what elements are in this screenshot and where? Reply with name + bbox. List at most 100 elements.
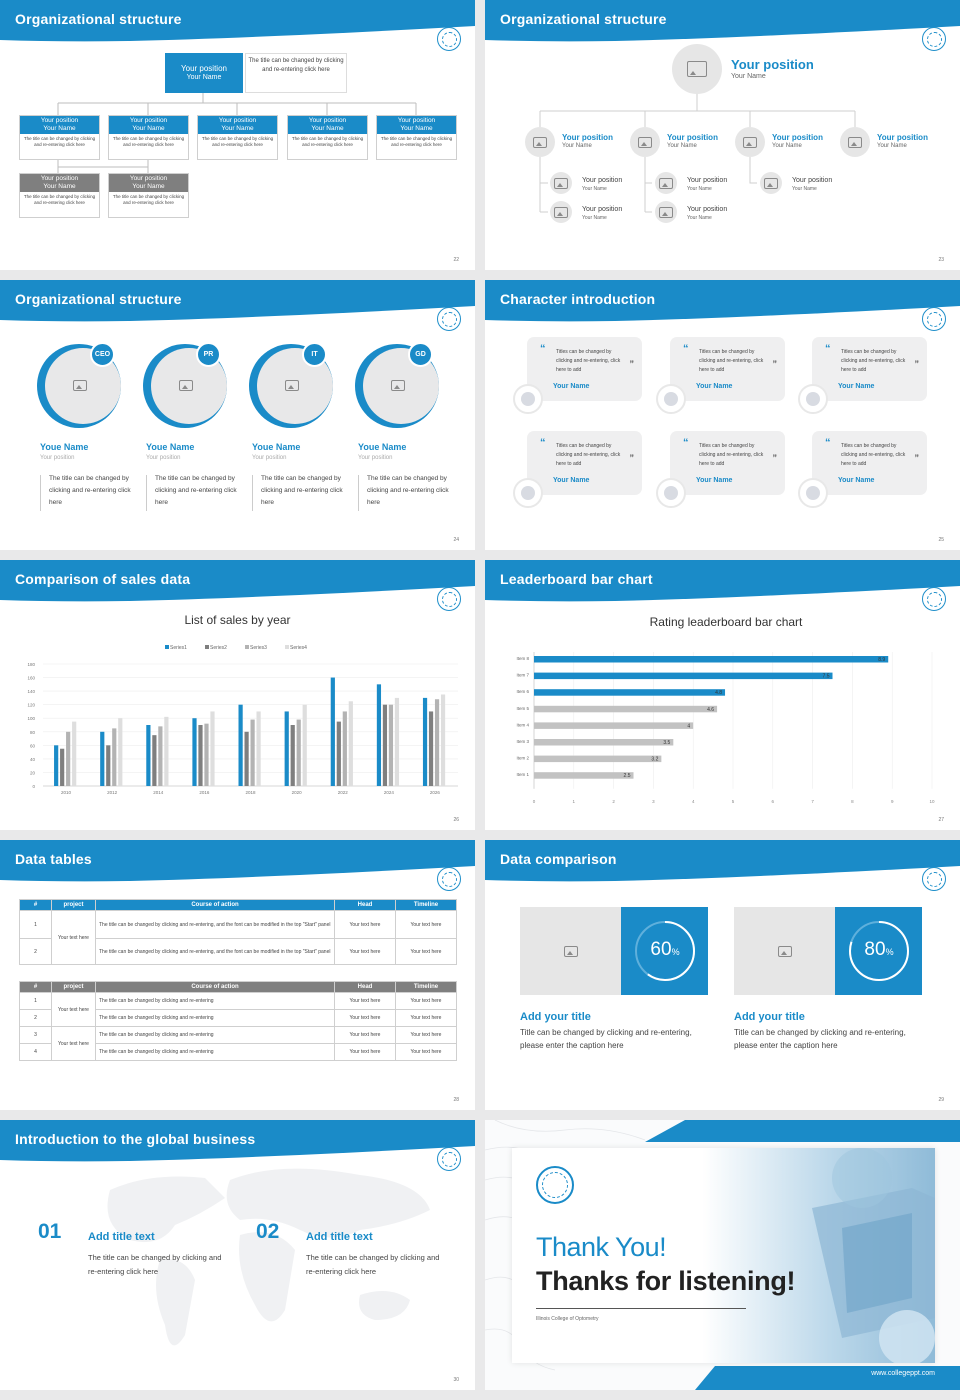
row-num: 1	[19, 992, 52, 1010]
bar	[112, 728, 117, 786]
org-top-box[interactable]: Your position Your Name	[165, 53, 243, 93]
position: Your position	[129, 175, 168, 182]
org-box[interactable]: Your position Your Name The title can be c…	[19, 173, 100, 218]
org-box[interactable]: Your position Your Name The title can be c…	[19, 115, 100, 160]
item-text: The title can be changed by clicking and…	[306, 1253, 440, 1276]
bar	[210, 711, 215, 786]
legend-label: Series4	[290, 645, 307, 651]
stat-unit: %	[671, 947, 680, 957]
person-name: Youe Name	[358, 442, 407, 452]
bar	[440, 694, 446, 786]
image-placeholder-icon[interactable]	[171, 370, 201, 400]
position: Your position	[397, 117, 436, 124]
top-name: Your Name	[186, 74, 222, 81]
quote-card[interactable]: “ ” Titles can be changed by clicking and …	[812, 431, 927, 495]
data-label: 2.5	[624, 773, 631, 779]
y-tick-label: Item 5	[516, 706, 529, 711]
legend-swatch	[205, 645, 209, 649]
website-url[interactable]: www.collegeppt.com	[871, 1370, 935, 1377]
slide-23[interactable]: Organizational structure Your position Y…	[485, 0, 960, 270]
position: Your position	[582, 177, 623, 184]
name: Your Name	[687, 186, 712, 192]
quote-card[interactable]: “ ” Titles can be changed by clicking and …	[527, 337, 642, 401]
slide-26[interactable]: Comparison of sales data List of sales b…	[0, 560, 475, 830]
bar	[428, 711, 434, 786]
action-cell: The title can be changed by clicking and…	[95, 910, 335, 939]
name: Your Name	[400, 125, 433, 132]
name: Your Name	[562, 143, 592, 149]
y-tick-label: Item 8	[516, 656, 529, 661]
image-placeholder-icon[interactable]	[630, 127, 660, 157]
x-tick-label: 2014	[153, 790, 164, 795]
image-placeholder-icon[interactable]	[277, 370, 307, 400]
slide-30[interactable]: Introduction to the global business 01 Ad…	[0, 1120, 475, 1390]
quote-card[interactable]: “ ” Titles can be changed by clicking and …	[670, 431, 785, 495]
data-table-2: # project Course of action Head Timeline…	[19, 981, 457, 1061]
image-placeholder-icon[interactable]	[65, 370, 95, 400]
image-placeholder-icon[interactable]	[770, 936, 800, 966]
head-cell: Your text here	[334, 1043, 396, 1061]
image-placeholder-icon[interactable]	[760, 172, 782, 194]
item-title: Add title text	[88, 1231, 155, 1243]
quote-card[interactable]: “ ” Titles can be changed by clicking and …	[670, 337, 785, 401]
data-label: 4	[687, 723, 690, 729]
image-placeholder-icon[interactable]	[655, 201, 677, 223]
bar	[302, 704, 307, 786]
org-box[interactable]: Your position Your Name The title can be c…	[287, 115, 368, 160]
slide-29[interactable]: Data comparison 60% Add your title Title c…	[485, 840, 960, 1110]
divider	[146, 475, 147, 511]
position: Your position	[792, 177, 833, 184]
slide-title: Leaderboard bar chart	[500, 571, 653, 587]
world-map-graphic	[107, 1168, 430, 1346]
progress-ring	[635, 921, 695, 981]
item-number: 01	[38, 1220, 62, 1243]
col-header: Course of action	[95, 981, 335, 993]
image-placeholder-icon[interactable]	[383, 370, 413, 400]
college-seal-icon	[922, 27, 946, 51]
image-placeholder-icon[interactable]	[550, 172, 572, 194]
col-header: #	[19, 899, 52, 911]
image-placeholder-icon[interactable]	[840, 127, 870, 157]
row-num: 4	[19, 1043, 52, 1061]
person-name: Youe Name	[40, 442, 89, 452]
chart-title: Rating leaderboard bar chart	[649, 615, 803, 629]
slide-27[interactable]: Leaderboard bar chart Rating leaderboard…	[485, 560, 960, 830]
bar	[422, 697, 428, 786]
image-placeholder-icon[interactable]	[556, 936, 586, 966]
image-placeholder-icon[interactable]	[735, 127, 765, 157]
x-tick-label: 2020	[292, 790, 303, 795]
person-position: Your position	[146, 455, 181, 461]
org-box[interactable]: Your position Your Name The title can be c…	[376, 115, 457, 160]
slide-28[interactable]: Data tables # project Course of action H…	[0, 840, 475, 1110]
description: The title can be changed by clicking and…	[23, 194, 96, 205]
slide-25[interactable]: Character introduction “ ” Titles can be c…	[485, 280, 960, 550]
x-tick-label: 2022	[338, 790, 349, 795]
position: Your position	[687, 177, 728, 184]
col-header: Head	[334, 899, 396, 911]
avatar-icon	[656, 478, 686, 508]
image-placeholder-icon[interactable]	[550, 201, 572, 223]
slide-24[interactable]: Organizational structure CEO Youe Name You…	[0, 280, 475, 550]
slide-31[interactable]: Thank You! Thanks for listening! Illinoi…	[485, 1120, 960, 1390]
image-placeholder-icon[interactable]	[655, 172, 677, 194]
time-cell: Your text here	[395, 938, 457, 965]
slide-22[interactable]: Organizational structure Your position Y…	[0, 0, 475, 270]
image-placeholder-icon[interactable]	[525, 127, 555, 157]
quote-text: Titles can be changed by clicking and re…	[556, 443, 621, 467]
image-placeholder-icon[interactable]	[672, 44, 722, 94]
position: Your position	[877, 133, 928, 142]
org-box[interactable]: Your position Your Name The title can be c…	[108, 173, 189, 218]
quote-card[interactable]: “ ” Titles can be changed by clicking and …	[812, 337, 927, 401]
name: Your Name	[221, 125, 254, 132]
action-cell: The title can be changed by clicking and…	[95, 938, 335, 965]
quote-card[interactable]: “ ” Titles can be changed by clicking and …	[527, 431, 642, 495]
header-band	[0, 840, 475, 882]
header-band	[485, 0, 960, 42]
name: Your Name	[687, 215, 712, 221]
description: The title can be changed by clicking and…	[380, 136, 453, 147]
org-box[interactable]: Your position Your Name The title can be c…	[197, 115, 278, 160]
bar	[534, 722, 694, 729]
x-tick-label: 3	[652, 799, 655, 804]
bar	[158, 726, 163, 786]
org-box[interactable]: Your position Your Name The title can be c…	[108, 115, 189, 160]
